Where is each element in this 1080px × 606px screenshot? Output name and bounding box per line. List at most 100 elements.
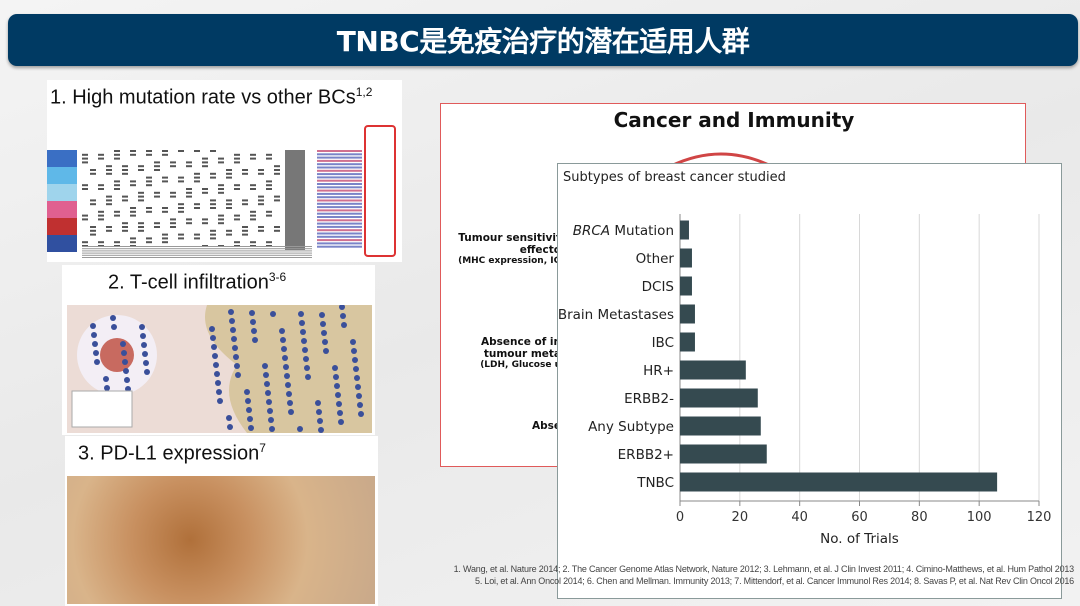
t-cell — [94, 359, 100, 365]
t-cell — [92, 341, 98, 347]
bar — [680, 332, 695, 352]
heat-cell — [250, 153, 256, 156]
t-cell — [305, 374, 311, 380]
t-cell — [110, 315, 116, 321]
t-cell — [320, 321, 326, 327]
mutation-heading-text: 1. High mutation rate vs other BCs — [50, 86, 356, 109]
heat-cell — [130, 214, 136, 217]
heat-cell — [146, 184, 152, 187]
heat-cell — [154, 169, 160, 171]
heat-cell — [178, 180, 184, 183]
heat-cell — [210, 233, 216, 236]
t-cell — [302, 347, 308, 353]
heat-cell — [178, 207, 184, 209]
heat-cell — [274, 199, 280, 202]
t-cell — [284, 373, 290, 379]
heat-cell — [106, 226, 112, 228]
t-cell — [104, 385, 110, 391]
heat-cell — [234, 161, 240, 164]
heat-cell — [146, 210, 152, 213]
heat-cell — [154, 195, 160, 198]
copy-number-row — [317, 150, 362, 152]
mutation-heading-sup: 1,2 — [355, 85, 373, 99]
heat-cell — [106, 165, 112, 168]
t-cell — [332, 365, 338, 371]
heat-cell — [226, 233, 232, 236]
heat-cell — [258, 172, 264, 175]
copy-number-row — [317, 235, 362, 238]
mutation-heading: 1. High mutation rate vs other BCs1,2 — [50, 85, 372, 110]
heat-cell — [106, 203, 112, 206]
t-cell — [217, 398, 223, 404]
heat-cell — [266, 184, 272, 187]
t-cell — [350, 339, 356, 345]
t-cell — [210, 335, 216, 341]
t-cell — [323, 348, 329, 354]
t-cell — [335, 392, 341, 398]
bar — [680, 304, 695, 324]
copy-number-row — [317, 219, 362, 222]
x-tick-label: 20 — [732, 510, 749, 525]
heat-cell — [226, 169, 232, 171]
highlight-box — [364, 125, 396, 257]
copy-number-row — [317, 242, 362, 245]
heat-cell — [82, 218, 88, 221]
t-cell — [353, 366, 359, 372]
label-sub: (LDH, Glucose u — [480, 360, 561, 370]
t-cell — [322, 339, 328, 345]
copy-number-row — [317, 245, 362, 248]
heat-cell — [114, 214, 120, 217]
t-cell — [285, 382, 291, 388]
heat-cell — [274, 226, 280, 228]
heat-cell — [266, 210, 272, 213]
t-cell — [358, 411, 364, 417]
t-cell — [247, 416, 253, 422]
heat-cell — [130, 150, 136, 152]
heat-cell — [162, 150, 168, 152]
t-cell — [227, 424, 233, 430]
heat-cell — [274, 169, 280, 171]
table-row-line — [82, 248, 312, 250]
t-cell — [91, 332, 97, 338]
cancer-immunity-title: Cancer and Immunity — [613, 108, 855, 132]
t-cell — [230, 327, 236, 333]
copy-number-row — [317, 189, 362, 192]
heat-cell — [154, 161, 160, 164]
heat-cell — [242, 199, 248, 202]
t-cell — [235, 372, 241, 378]
copy-number-row — [317, 216, 362, 218]
bar — [680, 472, 998, 492]
heat-cell — [138, 222, 144, 225]
t-cell — [336, 401, 342, 407]
t-cell — [252, 337, 258, 343]
heat-cell — [226, 199, 232, 202]
heat-cell — [226, 176, 232, 179]
heat-cell — [146, 237, 152, 240]
heat-cell — [90, 229, 96, 232]
heat-cell — [90, 233, 96, 236]
reference-line: 1. Wang, et al. Nature 2014; 2. The Canc… — [453, 564, 1075, 574]
heat-cell — [162, 153, 168, 156]
t-cell — [144, 369, 150, 375]
t-cell — [249, 310, 255, 316]
heat-cell — [194, 207, 200, 209]
t-cell — [301, 338, 307, 344]
heat-cell — [194, 237, 200, 240]
category-label: IBC — [652, 335, 674, 351]
table-row-line — [82, 254, 312, 256]
heat-cell — [266, 241, 272, 244]
red-arc-decoration — [670, 152, 772, 168]
copy-number-row — [317, 225, 362, 228]
heat-cell — [186, 188, 192, 190]
heat-cell — [234, 214, 240, 217]
t-cell — [354, 375, 360, 381]
heat-cell — [226, 229, 232, 232]
t-cell — [246, 407, 252, 413]
x-tick-label: 120 — [1027, 510, 1052, 525]
heat-cell — [250, 214, 256, 217]
t-cell — [319, 312, 325, 318]
table-row-line — [82, 246, 312, 247]
heat-cell — [90, 169, 96, 171]
heat-cell — [98, 188, 104, 190]
heat-cell — [178, 176, 184, 179]
